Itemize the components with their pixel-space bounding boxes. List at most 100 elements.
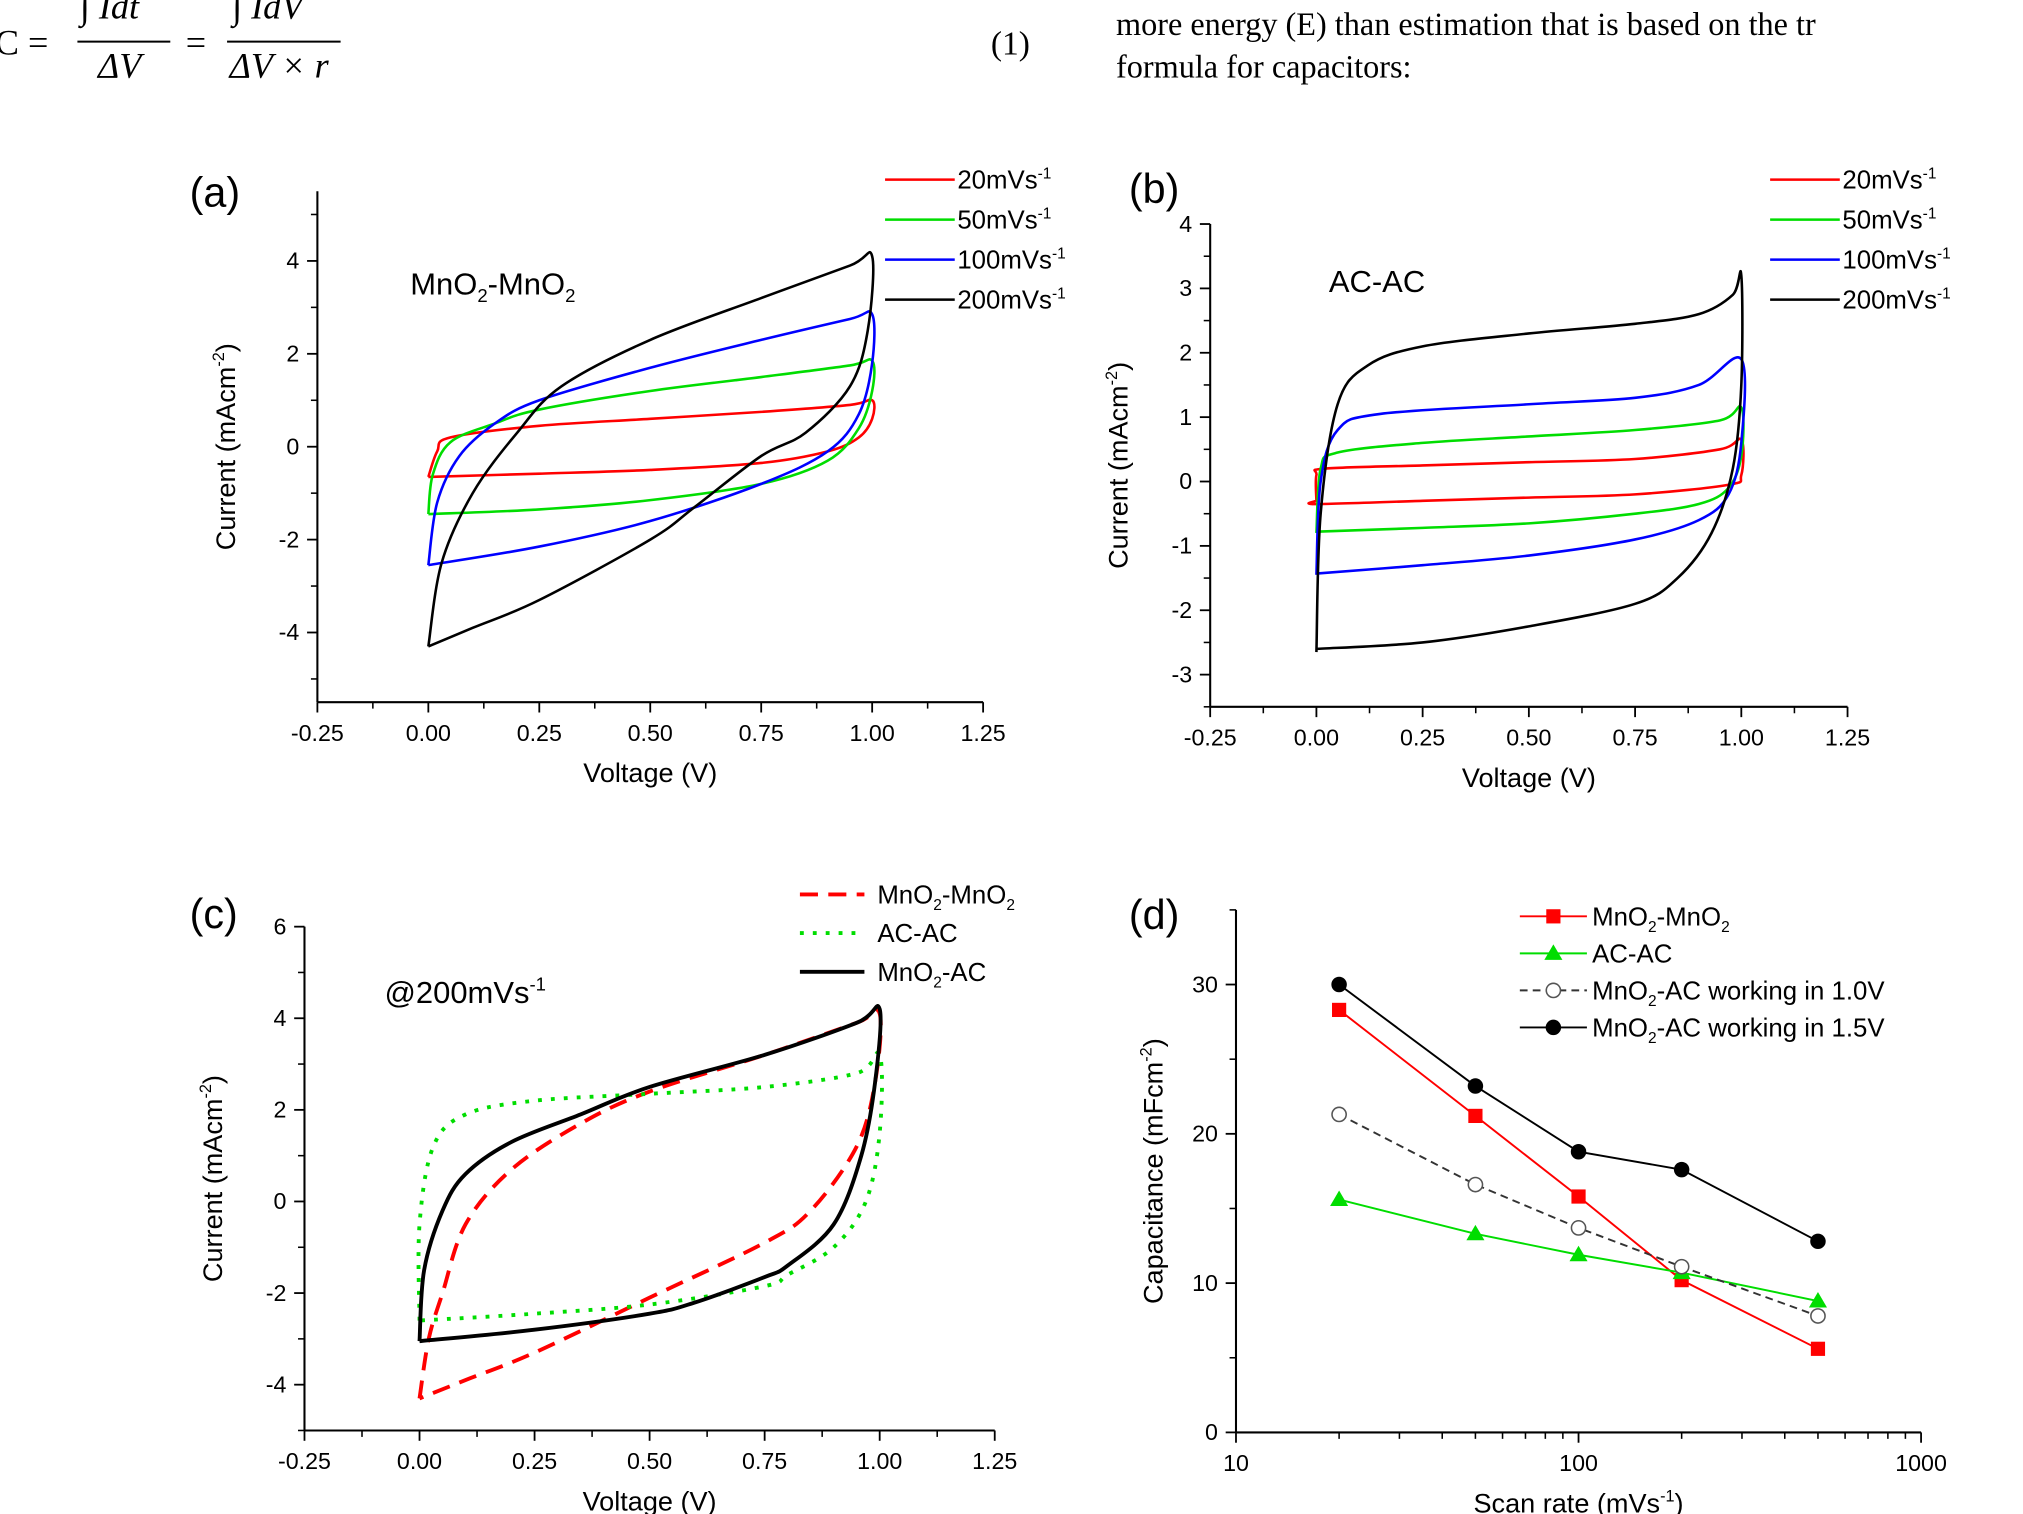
text-segment: MnO xyxy=(1592,977,1648,1005)
series: MnO2-AC xyxy=(417,959,986,1344)
square-marker xyxy=(1332,1002,1347,1018)
y-tick-label: 0 xyxy=(1205,1419,1218,1445)
x-tick-label: 1000 xyxy=(1895,1450,1947,1476)
legend-label: MnO2-AC xyxy=(877,959,986,991)
x-tick-label: 0.25 xyxy=(1400,725,1445,751)
text-segment: AC-AC xyxy=(1592,940,1672,968)
triangle-marker xyxy=(1544,944,1563,960)
filled-circle-marker xyxy=(1331,976,1347,993)
panel-annotation: @200mVs-1 xyxy=(384,973,546,1009)
y-tick-label: 6 xyxy=(273,913,286,939)
text-segment: -1 xyxy=(1923,165,1937,182)
series: AC-AC xyxy=(1330,940,1827,1308)
x-tick-label: 1.25 xyxy=(961,720,1006,746)
x-tick-label: -0.25 xyxy=(278,1448,331,1474)
panel-label: (d) xyxy=(1129,892,1179,938)
y-tick-label: 4 xyxy=(1179,211,1192,237)
text-segment: MnO xyxy=(877,959,933,987)
y-tick-label: 1 xyxy=(1179,404,1192,430)
open-circle-marker xyxy=(1331,1106,1347,1123)
legend-label: 20mVs-1 xyxy=(957,165,1051,194)
equation-number: (1) xyxy=(991,25,1030,62)
legend-label: 100mVs-1 xyxy=(957,245,1065,274)
text-segment: -MnO xyxy=(942,881,1007,909)
cv-curve xyxy=(417,1008,883,1401)
text-segment: -1 xyxy=(529,973,546,994)
legend-label: 100mVs-1 xyxy=(1842,245,1950,274)
x-tick-label: 0.25 xyxy=(517,720,562,746)
x-tick-label: 0.75 xyxy=(742,1448,787,1474)
panel-label: (b) xyxy=(1129,166,1179,212)
x-tick-label: 0.75 xyxy=(739,720,784,746)
text-segment: 2 xyxy=(1648,993,1657,1010)
text-segment: 200mVs xyxy=(957,287,1052,315)
text-segment: -MnO xyxy=(488,266,565,301)
text-segment: 2 xyxy=(933,974,942,991)
text-segment: MnO xyxy=(877,881,933,909)
series: AC-AC xyxy=(416,920,958,1323)
cv-curve xyxy=(417,1004,883,1344)
legend-label: MnO2-AC working in 1.0V xyxy=(1592,977,1885,1009)
panel-annotation: AC-AC xyxy=(1329,264,1425,299)
chart-panel-c: -0.25 0.00 0.25 0.50 0.75 1.00 1.25 -4 -2 0 2 4 6 Vol… xyxy=(190,881,1018,1514)
y-axis-label: Current (mAcm-2) xyxy=(197,1075,228,1282)
text-segment: -1 xyxy=(1038,165,1052,182)
text-segment: -1 xyxy=(1038,205,1052,222)
series: 100mVs-1 xyxy=(427,245,1066,567)
text-segment: -MnO xyxy=(1657,903,1722,931)
paragraph: more energy (E) than estimation that is … xyxy=(1116,6,1816,85)
text-segment: -1 xyxy=(1923,205,1937,222)
legend-label: 200mVs-1 xyxy=(1842,285,1950,314)
text-segment: Voltage (V) xyxy=(583,757,717,788)
text-segment: AC-AC xyxy=(877,920,957,948)
text-segment: Current (mAcm xyxy=(197,1099,228,1283)
x-tick-label: 0.50 xyxy=(1506,725,1551,751)
cv-curve xyxy=(427,358,876,516)
y-tick-label: 3 xyxy=(1179,275,1192,301)
text-segment: 100mVs xyxy=(957,247,1052,275)
text-segment: -2 xyxy=(197,1084,215,1098)
equation: C = ∫ Idt ΔV = ∫ IdV ΔV × r (1) xyxy=(0,0,1030,86)
text-segment: -AC working in 1.0V xyxy=(1657,977,1886,1005)
legend-label: AC-AC xyxy=(877,920,957,948)
x-tick-label: 0.00 xyxy=(1294,725,1339,751)
y-tick-label: 30 xyxy=(1192,971,1218,997)
y-tick-label: 20 xyxy=(1192,1121,1218,1147)
text-segment: 20mVs xyxy=(1842,167,1922,195)
equation-den2: ΔV × r xyxy=(228,46,330,86)
legend-label: 50mVs-1 xyxy=(1842,205,1936,234)
y-tick-label: 2 xyxy=(273,1097,286,1123)
x-tick-label: 1.25 xyxy=(972,1448,1017,1474)
y-tick-label: 2 xyxy=(286,341,299,367)
y-tick-label: -2 xyxy=(266,1280,287,1306)
text-segment: ) xyxy=(1103,362,1134,371)
equation-den1: ΔV xyxy=(96,46,145,86)
text-segment: -1 xyxy=(1052,245,1066,262)
text-segment: -2 xyxy=(1103,371,1121,385)
x-tick-label: 1.00 xyxy=(850,720,895,746)
x-tick-label: 1.25 xyxy=(1825,725,1870,751)
x-tick-label: 1.00 xyxy=(1719,725,1764,751)
text-segment: 200mVs xyxy=(1842,287,1937,315)
text-segment: -2 xyxy=(210,352,228,366)
series: 100mVs-1 xyxy=(1315,245,1951,575)
legend-label: 20mVs-1 xyxy=(1842,165,1936,194)
series: MnO2-AC working in 1.0V xyxy=(1331,977,1885,1324)
series: 200mVs-1 xyxy=(427,250,1066,648)
filled-circle-marker xyxy=(1810,1233,1826,1250)
panel-label: (a) xyxy=(190,170,240,216)
charts: -0.25 0.00 0.25 0.50 0.75 1.00 1.25 -4 -2 0 2 4 Volt… xyxy=(190,165,1951,1514)
text-segment: 2 xyxy=(933,897,942,914)
cv-curve xyxy=(427,398,876,479)
open-circle-marker xyxy=(1545,982,1562,999)
text-segment: 50mVs xyxy=(957,207,1037,235)
paragraph-line: more energy (E) than estimation that is … xyxy=(1116,6,1816,42)
triangle-marker xyxy=(1466,1224,1485,1241)
text-segment: -1 xyxy=(1660,1488,1674,1506)
text-segment: MnO xyxy=(1592,1014,1648,1042)
filled-circle-marker xyxy=(1673,1161,1690,1178)
chart-panel-a: -0.25 0.00 0.25 0.50 0.75 1.00 1.25 -4 -2 0 2 4 Volt… xyxy=(190,165,1066,788)
equation-eq2: = xyxy=(186,22,206,62)
x-tick-label: 1.00 xyxy=(857,1448,902,1474)
